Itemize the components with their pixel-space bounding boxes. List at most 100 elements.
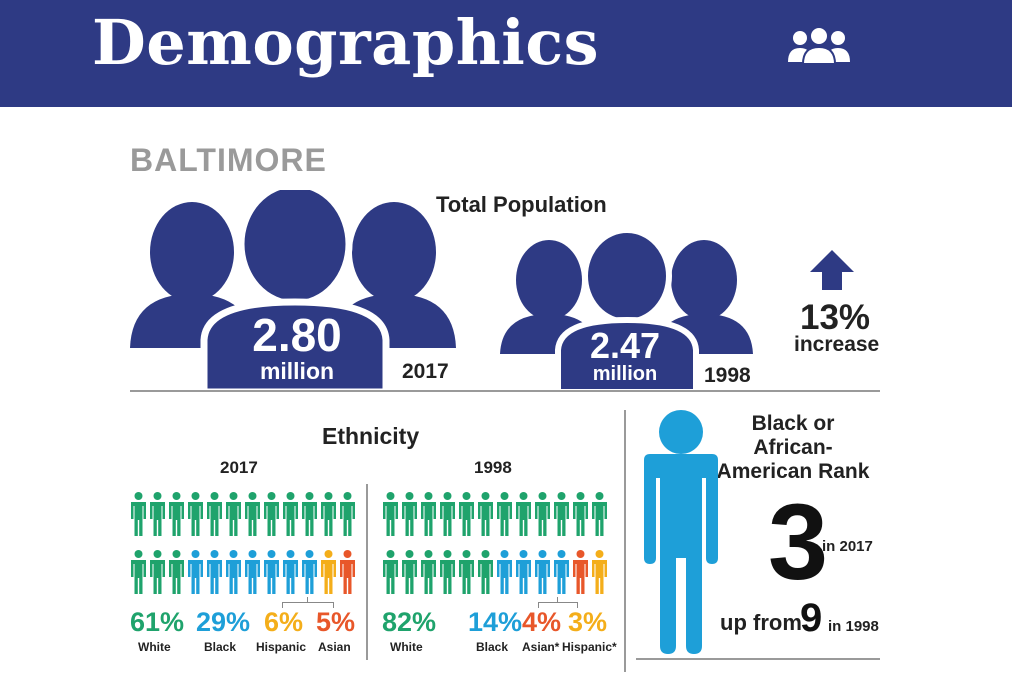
person-icon	[340, 492, 355, 536]
population-2017-value: 2.80	[252, 309, 342, 361]
person-icon	[383, 492, 398, 536]
divider-horizontal-bottom	[636, 658, 880, 660]
label-1998-asian: Asian*	[522, 640, 560, 654]
person-icon	[459, 492, 474, 536]
population-title: Total Population	[436, 192, 607, 217]
pct-1998-hispanic: 3%	[568, 607, 608, 637]
person-icon	[245, 550, 260, 594]
pct-1998-asian: 4%	[522, 607, 562, 637]
divider-vertical-rank	[624, 410, 626, 672]
person-icon	[283, 550, 298, 594]
population-2017-silhouettes	[130, 190, 456, 392]
person-icon	[283, 492, 298, 536]
label-1998-black: Black	[476, 640, 509, 654]
person-icon	[421, 492, 436, 536]
person-icon	[402, 492, 417, 536]
ethnicity-year-2017: 2017	[220, 458, 258, 477]
population-1998-unit: million	[592, 363, 658, 385]
divider-vertical-ethnicity	[366, 484, 368, 660]
person-icon	[321, 492, 336, 536]
label-2017-asian: Asian	[318, 640, 351, 654]
person-icon	[535, 550, 550, 594]
bracket-1998-asian-hispanic	[538, 602, 578, 608]
person-icon	[245, 492, 260, 536]
label-2017-white: White	[138, 640, 171, 654]
rank-previous-value: 9	[800, 596, 823, 640]
pct-2017-black: 29%	[196, 607, 251, 637]
person-figure-icon	[644, 410, 718, 654]
rank-up-from-label: up from	[720, 610, 802, 635]
person-icon	[440, 492, 455, 536]
rank-year: in 2017	[822, 538, 873, 555]
person-icon	[573, 492, 588, 536]
person-icon	[554, 492, 569, 536]
person-icon	[321, 550, 336, 594]
population-1998-year: 1998	[704, 364, 751, 387]
person-icon	[302, 492, 317, 536]
pct-1998-black: 14%	[468, 607, 523, 637]
header-banner: Demographics	[0, 0, 1012, 107]
increase-arrow-icon	[810, 250, 854, 290]
ethnicity-1998-row-1	[382, 492, 608, 536]
person-icon	[131, 550, 146, 594]
page-title: Demographics	[92, 6, 599, 79]
person-icon	[207, 492, 222, 536]
ethnicity-2017-row-1	[130, 492, 356, 536]
person-icon	[478, 550, 493, 594]
person-icon	[226, 492, 241, 536]
population-1998-silhouettes	[500, 232, 753, 392]
people-group-icon	[788, 26, 850, 65]
person-icon	[535, 492, 550, 536]
person-icon	[592, 492, 607, 536]
population-1998-value: 2.47	[589, 325, 661, 366]
person-icon	[459, 550, 474, 594]
person-icon	[516, 550, 531, 594]
person-icon	[383, 550, 398, 594]
person-icon	[554, 550, 569, 594]
ethnicity-2017-row-2	[130, 550, 356, 594]
label-2017-black: Black	[204, 640, 237, 654]
person-icon	[131, 492, 146, 536]
pct-2017-hispanic: 6%	[264, 607, 304, 637]
rank-title: Black or African-American Rank	[716, 412, 870, 483]
person-icon	[264, 550, 279, 594]
pct-2017-asian: 5%	[316, 607, 356, 637]
person-icon	[497, 492, 512, 536]
ethnicity-year-1998: 1998	[474, 458, 512, 477]
population-change-label: increase	[794, 333, 880, 356]
person-icon	[302, 550, 317, 594]
label-1998-hispanic: Hispanic*	[562, 640, 617, 654]
person-icon	[226, 550, 241, 594]
pct-1998-white: 82%	[382, 607, 437, 637]
person-icon	[421, 550, 436, 594]
ethnicity-1998-row-2	[382, 550, 608, 594]
person-icon	[497, 550, 512, 594]
person-icon	[516, 492, 531, 536]
person-icon	[150, 550, 165, 594]
population-2017-year: 2017	[402, 360, 449, 383]
ethnicity-title: Ethnicity	[322, 423, 420, 449]
person-icon	[264, 492, 279, 536]
person-icon	[169, 492, 184, 536]
person-icon	[188, 492, 203, 536]
pct-2017-white: 61%	[130, 607, 185, 637]
person-icon	[340, 550, 355, 594]
person-icon	[478, 492, 493, 536]
person-icon	[592, 550, 607, 594]
label-2017-hispanic: Hispanic	[256, 640, 307, 654]
person-icon	[207, 550, 222, 594]
person-icon	[440, 550, 455, 594]
city-name: BALTIMORE	[130, 142, 327, 178]
person-icon	[573, 550, 588, 594]
person-icon	[188, 550, 203, 594]
population-2017-unit: million	[259, 358, 335, 384]
bracket-2017-hispanic-asian	[282, 602, 334, 608]
bracket-stem-1998	[557, 597, 558, 603]
population-change-value: 13%	[800, 298, 871, 337]
person-icon	[402, 550, 417, 594]
label-1998-white: White	[390, 640, 423, 654]
bracket-stem-2017	[307, 597, 308, 603]
rank-value: 3	[768, 481, 829, 602]
rank-previous-year: in 1998	[828, 618, 879, 635]
person-icon	[150, 492, 165, 536]
